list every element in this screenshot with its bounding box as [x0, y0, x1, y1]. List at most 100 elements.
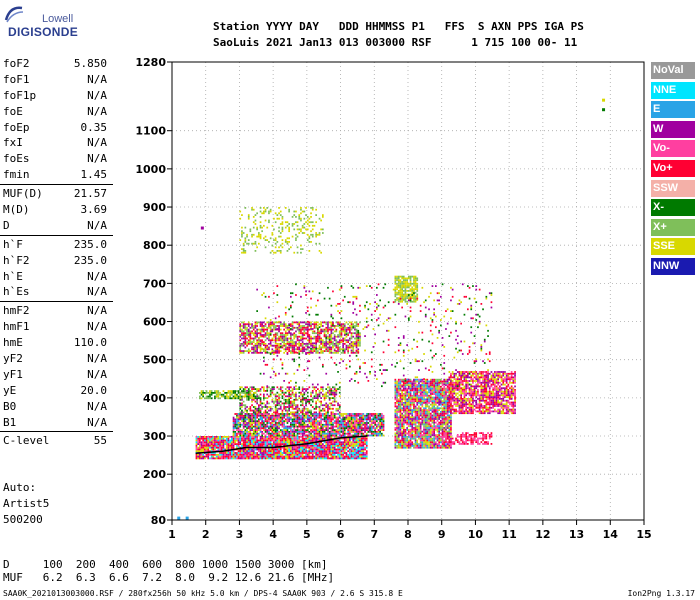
echo-point — [397, 421, 400, 424]
echo-point — [465, 432, 467, 434]
echo-point — [507, 389, 510, 391]
echo-point — [264, 409, 267, 412]
echo-point — [266, 402, 269, 405]
parameter-value: 0.35 — [80, 120, 108, 134]
echo-point — [242, 450, 245, 453]
echo-point — [408, 393, 410, 395]
echo-point — [424, 378, 427, 381]
echo-point — [443, 411, 446, 413]
echo-point — [308, 441, 311, 444]
echo-point — [487, 381, 489, 384]
echo-point — [480, 371, 483, 373]
echo-point — [480, 392, 483, 395]
echo-point — [284, 413, 287, 415]
echo-point — [242, 452, 245, 454]
echo-point — [450, 419, 452, 422]
echo-point — [494, 405, 496, 407]
parameter-row: fmin 1.45 — [0, 167, 113, 183]
echo-point — [252, 441, 255, 444]
echo-point — [416, 446, 419, 449]
echo-point — [512, 390, 515, 393]
echo-point — [239, 402, 242, 405]
echo-point — [497, 378, 499, 381]
echo-point — [416, 428, 419, 431]
echo-point — [227, 457, 230, 460]
echo-point — [256, 434, 258, 437]
echo-point — [463, 410, 466, 413]
echo-point — [416, 396, 419, 399]
echo-point — [276, 398, 279, 401]
echo-point — [244, 409, 247, 412]
echo-point — [295, 436, 297, 438]
echo-point — [502, 403, 505, 406]
echo-point — [448, 399, 451, 402]
echo-point — [234, 457, 237, 460]
echo-point — [298, 452, 301, 454]
echo-point — [276, 448, 279, 451]
echo-point — [370, 413, 373, 415]
echo-point — [440, 389, 442, 392]
echo-point — [418, 385, 420, 388]
echo-point — [445, 428, 447, 431]
echo-point — [295, 437, 297, 440]
echo-point — [416, 427, 419, 429]
echo-point — [237, 443, 240, 445]
echo-point — [271, 400, 274, 403]
echo-point — [283, 393, 285, 396]
echo-point — [242, 455, 245, 458]
echo-cluster — [232, 413, 385, 437]
echo-point — [477, 398, 479, 400]
echo-point — [369, 416, 371, 419]
echo-point — [365, 425, 368, 428]
echo-point — [199, 445, 201, 447]
echo-point — [342, 427, 344, 430]
echo-point — [197, 453, 199, 456]
echo-point — [318, 453, 321, 456]
echo-point — [419, 391, 422, 394]
echo-point — [261, 455, 263, 458]
echo-point — [421, 421, 424, 424]
echo-point — [472, 372, 474, 375]
echo-point — [381, 434, 383, 437]
echo-point — [448, 396, 451, 398]
echo-point — [202, 448, 204, 451]
echo-point — [401, 418, 403, 420]
echo-point — [440, 414, 442, 417]
echo-point — [433, 402, 435, 404]
echo-point — [288, 407, 290, 410]
echo-point — [236, 439, 238, 442]
echo-point — [195, 443, 198, 445]
echo-point — [347, 425, 349, 428]
echo-point — [322, 445, 324, 447]
echo-point — [414, 445, 417, 447]
echo-point — [423, 411, 425, 413]
echo-point — [337, 423, 339, 426]
echo-point — [461, 435, 464, 438]
echo-point — [465, 387, 467, 390]
echo-point — [254, 432, 257, 435]
echo-point — [271, 416, 274, 419]
echo-point — [295, 429, 297, 431]
echo-point — [445, 378, 447, 381]
echo-point — [219, 445, 221, 447]
echo-point — [364, 452, 366, 454]
echo-point — [205, 455, 208, 458]
echo-point — [317, 443, 319, 445]
echo-point — [232, 436, 235, 438]
echo-point — [436, 430, 439, 433]
echo-point — [418, 382, 420, 385]
echo-point — [477, 403, 479, 406]
echo-point — [268, 429, 270, 431]
echo-point — [450, 392, 452, 395]
echo-point — [465, 381, 467, 384]
echo-point — [485, 372, 488, 375]
echo-point — [369, 434, 371, 437]
echo-point — [284, 414, 287, 417]
echo-point — [350, 414, 353, 417]
echo-point — [322, 425, 324, 428]
echo-point — [244, 413, 247, 415]
echo-point — [453, 381, 456, 384]
echo-point — [271, 423, 274, 426]
echo-point — [436, 419, 439, 422]
echo-point — [428, 391, 430, 394]
